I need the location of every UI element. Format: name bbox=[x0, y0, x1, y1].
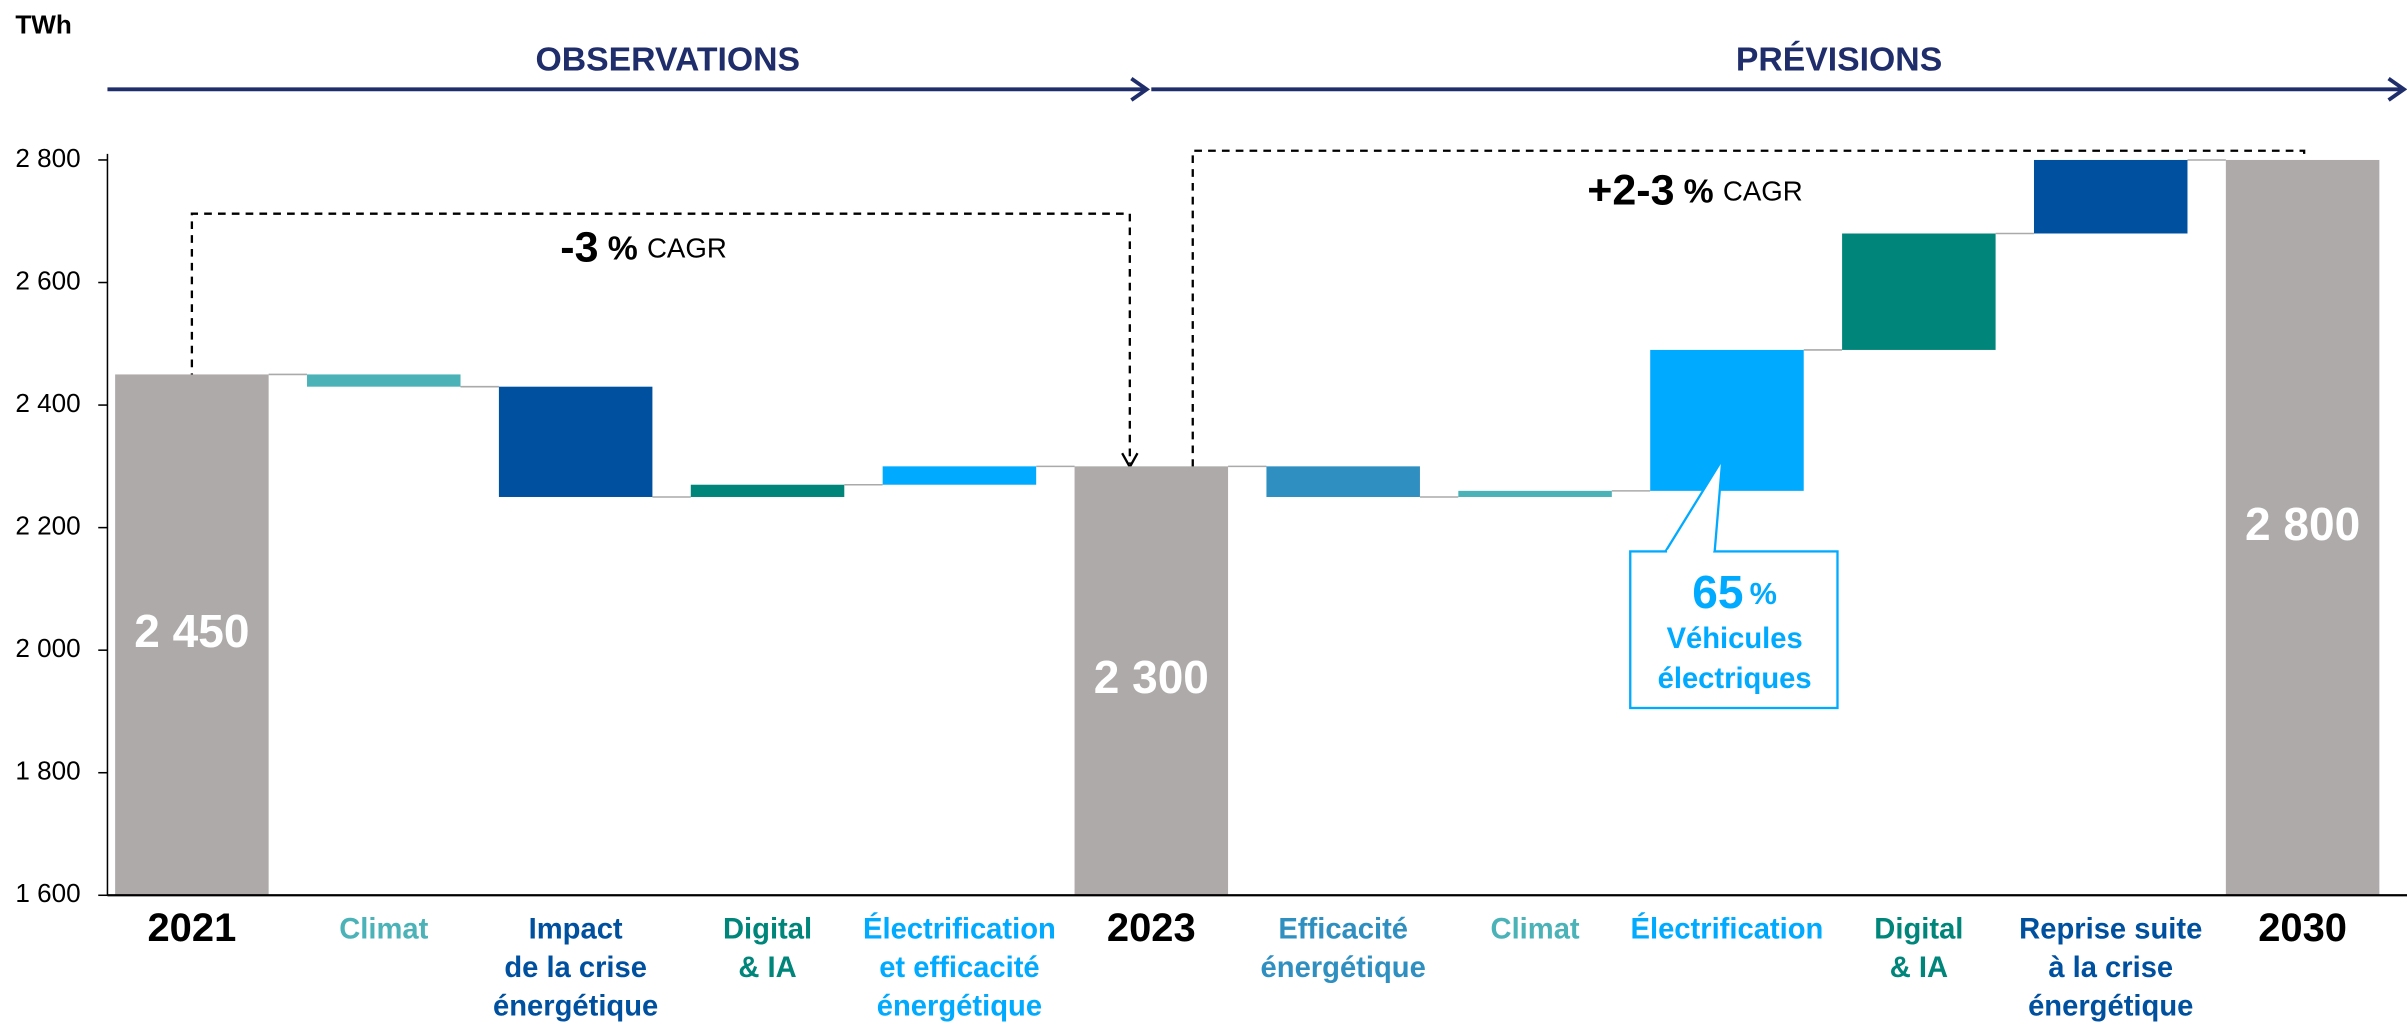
x-tick-line: Efficacité bbox=[1278, 913, 1408, 945]
cagr-label: CAGR bbox=[1723, 176, 1803, 207]
callout-pointer bbox=[1664, 458, 1724, 553]
x-tick-line: énergétique bbox=[1261, 952, 1426, 984]
x-tick-label: Climat bbox=[1491, 913, 1580, 945]
bar bbox=[307, 374, 461, 387]
x-tick-label: Climat bbox=[339, 913, 428, 945]
x-tick-label: Électrification bbox=[1631, 911, 1824, 945]
x-tick-line: Électrification bbox=[863, 911, 1056, 945]
x-tick-line: énergétique bbox=[493, 990, 658, 1022]
x-tick-line: & IA bbox=[738, 952, 796, 984]
section-title: OBSERVATIONS bbox=[535, 41, 800, 79]
y-tick-label: 1 800 bbox=[15, 756, 80, 786]
x-tick-line: Reprise suite bbox=[2019, 913, 2202, 945]
bar-value-label: 2 450 bbox=[134, 605, 249, 657]
callout-box bbox=[1629, 550, 1839, 710]
x-tick-label: Reprise suite à la crise énergétique bbox=[2019, 913, 2202, 1022]
cagr-value: -3 bbox=[560, 224, 598, 272]
bar bbox=[882, 466, 1037, 485]
x-tick-label: Digital & IA bbox=[1874, 913, 1963, 983]
y-tick-label: 2 600 bbox=[15, 265, 80, 295]
y-tick-label: 2 800 bbox=[15, 143, 80, 173]
cagr-label: CAGR bbox=[647, 233, 727, 264]
bar-value-label: 2 300 bbox=[1094, 651, 1209, 703]
plot: 1 600 1 800 2 000 2 200 2 400 2 600 2 800 2 450… bbox=[15, 143, 2407, 1022]
section-title: PRÉVISIONS bbox=[1736, 41, 1942, 79]
x-tick-label: 2030 bbox=[2258, 906, 2347, 950]
x-tick-label: 2021 bbox=[147, 906, 236, 950]
x-tick-line: & IA bbox=[1890, 952, 1948, 984]
x-tick-label: Électrification et efficacité énergétique bbox=[863, 911, 1056, 1022]
y-tick-label: 2 200 bbox=[15, 511, 80, 541]
bar bbox=[1266, 466, 1420, 497]
cagr-unit: % bbox=[1684, 173, 1714, 211]
x-tick-line: de la crise bbox=[504, 952, 647, 984]
bar-value-label: 2 800 bbox=[2245, 498, 2360, 550]
y-tick-label: 2 000 bbox=[15, 633, 80, 663]
unit-label: TWh bbox=[15, 9, 71, 39]
y-tick-label: 1 600 bbox=[15, 878, 80, 908]
cagr-value: +2-3 bbox=[1587, 167, 1674, 215]
x-tick-label: Efficacité énergétique bbox=[1261, 913, 1426, 983]
callout-text: Véhicules bbox=[1667, 623, 1803, 655]
callout-big: 65 bbox=[1692, 566, 1743, 618]
bar bbox=[498, 386, 653, 497]
x-tick-line: à la crise bbox=[2048, 952, 2173, 984]
x-tick-line: et efficacité bbox=[879, 952, 1039, 984]
x-tick-label: 2023 bbox=[1107, 906, 1196, 950]
bar bbox=[2033, 159, 2188, 234]
cagr-annotation: -3% CAGR bbox=[560, 224, 726, 272]
x-tick-label: Digital & IA bbox=[723, 913, 812, 983]
y-tick-label: 2 400 bbox=[15, 388, 80, 418]
x-tick-label: Impact de la crise énergétique bbox=[493, 913, 658, 1022]
callout-value: 65% bbox=[1692, 566, 1777, 618]
x-tick-line: Impact bbox=[529, 913, 623, 945]
bar bbox=[1458, 490, 1612, 497]
callout-unit: % bbox=[1750, 576, 1777, 611]
callout-text: électriques bbox=[1658, 663, 1812, 695]
cagr-annotation: +2-3% CAGR bbox=[1587, 167, 1802, 215]
x-tick-line: énergétique bbox=[877, 990, 1042, 1022]
bar bbox=[1842, 233, 1996, 350]
bar bbox=[1074, 466, 1229, 896]
cagr-unit: % bbox=[608, 229, 638, 267]
x-tick-line: Digital bbox=[723, 913, 812, 945]
x-tick-line: Digital bbox=[1874, 913, 1963, 945]
bar bbox=[690, 484, 845, 497]
x-tick-line: énergétique bbox=[2028, 990, 2193, 1022]
section-arrows bbox=[107, 77, 2407, 102]
bar bbox=[115, 374, 269, 896]
bar bbox=[2225, 159, 2380, 896]
bar bbox=[1650, 349, 1804, 491]
callout: 65% Véhicules électriques bbox=[1629, 458, 1839, 710]
